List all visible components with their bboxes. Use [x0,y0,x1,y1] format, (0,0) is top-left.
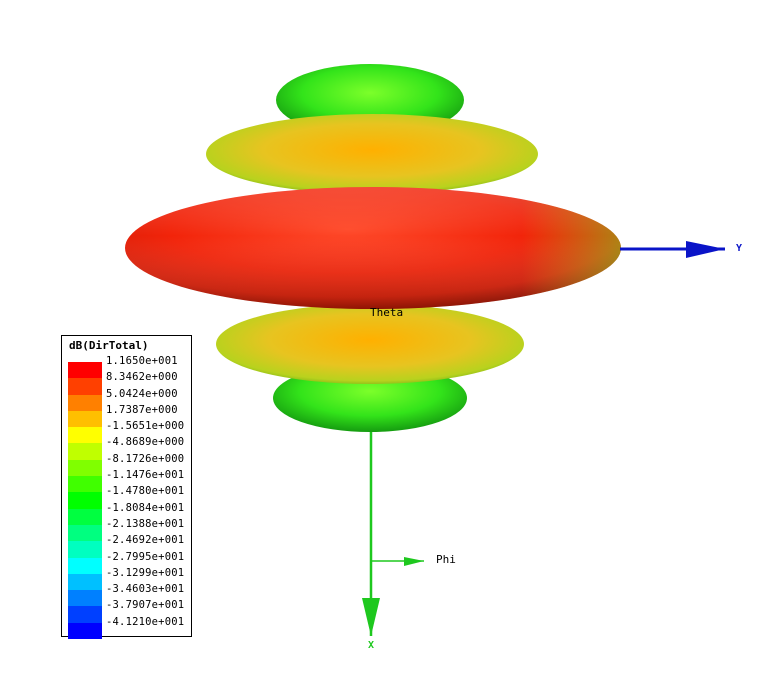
legend-value: -2.7995e+001 [106,550,185,563]
legend-entry: 5.0424e+000 [68,388,190,411]
legend-entry: 1.7387e+000 [68,404,190,428]
legend-value: -2.1388e+001 [106,517,185,530]
phi-label: Phi [436,553,456,566]
legend-value: -8.1726e+000 [106,452,185,465]
legend-value: -1.4780e+001 [106,485,185,498]
main-lobe-edge [125,187,621,309]
legend-swatch [68,606,102,623]
legend-entry: -4.8689e+000 [68,436,190,460]
legend-swatch [68,427,102,444]
legend-value: -1.8084e+001 [106,501,185,514]
legend-value: -2.4692e+001 [106,534,185,547]
legend-entry: -2.7995e+001 [68,551,190,574]
y-axis-arrowhead [686,241,725,258]
legend-value: -3.4603e+001 [106,583,185,596]
legend-swatch [68,476,102,493]
legend-value: 5.0424e+000 [106,387,178,400]
legend-entry: -1.8084e+001 [68,502,190,525]
legend-swatch [68,622,102,640]
legend-entry: -2.1388e+001 [68,518,190,542]
legend-swatch [68,492,102,509]
legend-entry: 8.3462e+000 [68,371,190,395]
legend-entry: -2.4692e+001 [68,534,190,558]
legend-rows: 1.1650e+001 8.3462e+000 5.0424e+000 1.7387e… [68,355,190,640]
legend-swatch [68,459,102,477]
x-axis-label: X [368,640,374,651]
legend-entry: -3.4603e+001 [68,583,190,607]
legend-entry: -3.7907e+001 [68,599,190,623]
legend-entry: -4.1210e+001 [68,616,190,640]
theta-label: Theta [370,306,403,319]
legend-value: -3.7907e+001 [106,599,185,612]
legend-swatch [68,362,102,379]
legend-swatch [68,508,102,525]
legend-value: -4.1210e+001 [106,615,185,628]
legend-value: -1.1476e+001 [106,469,185,482]
legend-swatch [68,410,102,428]
y-axis-label: Y [736,243,742,254]
x-axis-arrowhead [362,598,380,636]
legend-swatch [68,541,102,558]
legend-value: 8.3462e+000 [106,371,178,384]
legend-value: -4.8689e+000 [106,436,185,449]
legend-title: dB(DirTotal) [69,339,149,352]
phi-arrowhead [404,557,424,566]
legend-entry: -8.1726e+000 [68,453,190,477]
legend-value: 1.7387e+000 [106,403,178,416]
legend-swatch [68,573,102,591]
legend-value: -1.5651e+000 [106,420,185,433]
legend-entry: 1.1650e+001 [68,355,190,379]
color-legend: dB(DirTotal) 1.1650e+001 8.3462e+000 5.042… [61,335,192,640]
legend-entry: -3.1299e+001 [68,567,190,591]
legend-swatch [68,394,102,411]
upper-middle-lobe [206,114,538,194]
legend-swatch [68,590,102,607]
legend-entry: -1.4780e+001 [68,485,190,509]
legend-swatch [68,378,102,395]
legend-entry: -1.5651e+000 [68,420,190,444]
legend-value: -3.1299e+001 [106,566,185,579]
legend-swatch [68,557,102,574]
legend-value: 1.1650e+001 [106,355,178,367]
lower-middle-lobe [216,304,524,384]
legend-entry: -1.1476e+001 [68,469,190,493]
legend-swatch [68,524,102,542]
legend-swatch [68,443,102,460]
